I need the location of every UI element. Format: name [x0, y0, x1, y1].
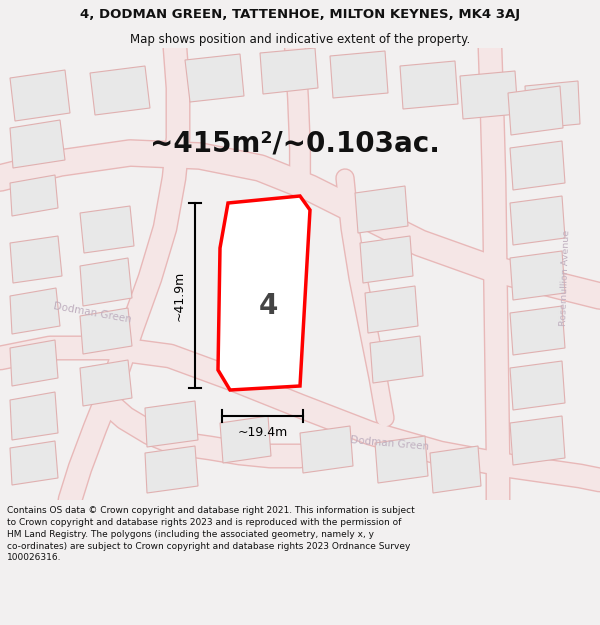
Polygon shape — [330, 51, 388, 98]
Polygon shape — [220, 416, 271, 463]
Polygon shape — [365, 286, 418, 333]
Polygon shape — [80, 360, 132, 406]
Polygon shape — [370, 336, 423, 383]
Text: 4: 4 — [259, 292, 278, 320]
Polygon shape — [145, 401, 198, 447]
Polygon shape — [508, 86, 563, 135]
Text: Contains OS data © Crown copyright and database right 2021. This information is : Contains OS data © Crown copyright and d… — [7, 506, 415, 562]
Polygon shape — [80, 258, 132, 306]
Polygon shape — [400, 61, 458, 109]
Polygon shape — [80, 206, 134, 253]
Polygon shape — [355, 186, 408, 233]
Polygon shape — [260, 48, 318, 94]
Polygon shape — [10, 441, 58, 485]
Polygon shape — [375, 436, 428, 483]
Polygon shape — [10, 340, 58, 386]
Text: 4, DODMAN GREEN, TATTENHOE, MILTON KEYNES, MK4 3AJ: 4, DODMAN GREEN, TATTENHOE, MILTON KEYNE… — [80, 8, 520, 21]
Polygon shape — [80, 308, 132, 354]
Polygon shape — [185, 54, 244, 102]
Polygon shape — [510, 306, 565, 355]
Polygon shape — [10, 236, 62, 283]
Polygon shape — [430, 446, 481, 493]
Text: ~41.9m: ~41.9m — [173, 271, 185, 321]
Polygon shape — [360, 236, 413, 283]
Polygon shape — [460, 71, 518, 119]
Polygon shape — [10, 392, 58, 440]
Polygon shape — [510, 196, 565, 245]
Polygon shape — [10, 175, 58, 216]
Polygon shape — [525, 81, 580, 129]
Text: Dodman Green: Dodman Green — [350, 434, 430, 451]
Polygon shape — [510, 141, 565, 190]
Polygon shape — [218, 196, 310, 390]
Text: Dodman Green: Dodman Green — [52, 301, 132, 325]
Polygon shape — [10, 70, 70, 121]
Polygon shape — [510, 416, 565, 465]
Polygon shape — [300, 426, 353, 473]
Polygon shape — [510, 361, 565, 410]
Text: Rosemullion Avenue: Rosemullion Avenue — [559, 230, 571, 326]
Text: Map shows position and indicative extent of the property.: Map shows position and indicative extent… — [130, 33, 470, 46]
Polygon shape — [90, 66, 150, 115]
Polygon shape — [10, 288, 60, 334]
Polygon shape — [145, 446, 198, 493]
Polygon shape — [510, 251, 565, 300]
Polygon shape — [10, 120, 65, 168]
Text: ~415m²/~0.103ac.: ~415m²/~0.103ac. — [150, 129, 440, 157]
Text: ~19.4m: ~19.4m — [238, 426, 287, 439]
